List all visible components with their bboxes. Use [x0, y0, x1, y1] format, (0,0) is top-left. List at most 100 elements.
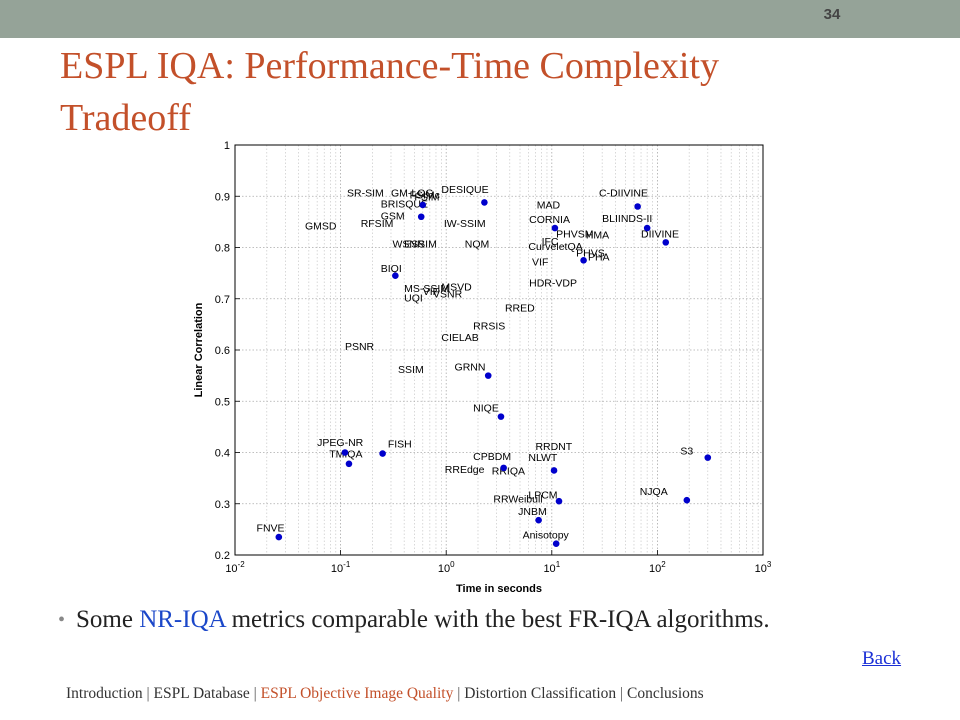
footer-item-espl-database[interactable]: ESPL Database [153, 685, 250, 702]
bullet-suffix: metrics comparable with the best FR-IQA … [225, 606, 770, 633]
y-tick-label: 0.3 [215, 499, 230, 511]
slide-title: ESPL IQA: Performance-Time Complexity Tr… [60, 45, 719, 139]
y-tick-label: 0.2 [215, 550, 230, 562]
data-point [634, 203, 641, 210]
y-tick-label: 0.8 [215, 243, 230, 255]
point-label: BLIINDS-II [602, 213, 652, 225]
point-label: MAD [537, 200, 561, 212]
point-label: RFSIM [361, 218, 394, 230]
point-label: UQI [404, 292, 423, 304]
data-point [643, 224, 651, 232]
point-label: CORNIA [529, 214, 570, 226]
point-label: WSNR [392, 239, 424, 251]
point-label: SSIM [398, 364, 424, 376]
point-label: VIF [423, 286, 439, 298]
point-label: FISH [388, 438, 412, 450]
point-label: JNBM [518, 506, 547, 518]
footer-separator: | [249, 685, 261, 702]
y-tick-label: 0.5 [215, 396, 230, 408]
data-point [535, 516, 542, 524]
y-tick-label: 0.6 [215, 345, 230, 357]
y-tick-label: 0.4 [215, 448, 230, 460]
point-label: Anisotopy [523, 530, 570, 542]
footer-item-distortion-classification[interactable]: Distortion Classification [464, 685, 617, 702]
plot-border [234, 144, 764, 556]
data-point [419, 201, 427, 209]
bullet-text: Some NR-IQA metrics comparable with the … [62, 604, 862, 636]
point-label: CIELAB [441, 332, 478, 344]
footer-item-espl-objective-image-quality[interactable]: ESPL Objective Image Quality [260, 685, 454, 702]
back-link[interactable]: Back [862, 648, 902, 669]
point-label: ESSIM [404, 239, 437, 251]
point-label: HDR-VDP [529, 277, 577, 289]
bullet-highlight: NR-IQA [139, 606, 226, 633]
data-point [379, 450, 386, 457]
data-point [417, 213, 425, 221]
y-tick-label: 0.7 [215, 294, 230, 306]
point-label: FSIMc [410, 189, 440, 201]
data-point [555, 497, 563, 505]
slide-number: 34 [823, 6, 841, 23]
data-point [550, 467, 558, 474]
data-point [345, 460, 353, 468]
point-label: CPBDM [473, 451, 511, 463]
point-label: BRISQUE [381, 199, 428, 211]
x-tick-label: 101 [543, 560, 560, 575]
data-point [552, 540, 560, 548]
point-label: GM-LOG [391, 187, 434, 199]
point-label: GRNN [455, 362, 486, 374]
point-label: IFC [542, 236, 559, 248]
footer-item-introduction[interactable]: Introduction [66, 685, 143, 702]
point-label: RRWeibull [493, 494, 542, 506]
point-label: FSIM [414, 191, 439, 203]
point-label: RRED [505, 303, 535, 315]
x-tick-label: 100 [438, 560, 455, 575]
point-label: NQM [465, 239, 490, 251]
footer-item-conclusions[interactable]: Conclusions [627, 685, 704, 702]
point-label: LPCM [528, 490, 557, 502]
point-label: BIQI [381, 263, 402, 275]
y-axis-label: Linear Correlation [193, 302, 205, 397]
bullet-point: • Some NR-IQA metrics comparable with th… [58, 604, 862, 636]
point-label: DESIQUE [441, 184, 488, 196]
point-label: NIQE [473, 403, 499, 415]
point-label: RRIQA [492, 466, 525, 478]
point-label: DIIVINE [641, 228, 679, 240]
x-tick-label: 10-2 [225, 560, 245, 575]
data-point [683, 496, 691, 504]
point-label: PSNR [345, 341, 375, 353]
x-tick-label: 103 [755, 560, 772, 575]
point-label: GMSD [305, 221, 337, 233]
data-point [662, 239, 670, 246]
data-point [481, 199, 488, 206]
bullet-prefix: Some [76, 606, 140, 633]
top-bar [0, 0, 960, 38]
point-label: RRSIS [473, 321, 505, 333]
data-point [500, 464, 507, 472]
point-label: RRDNT [535, 441, 572, 453]
point-label: VSNR [433, 289, 463, 301]
x-tick-label: 10-1 [331, 560, 351, 575]
point-label: MS-SSIM [404, 283, 449, 295]
y-tick-label: 0.9 [215, 191, 230, 203]
data-point [484, 372, 492, 379]
data-point [580, 257, 587, 264]
footer-separator: | [142, 685, 154, 702]
point-label: JPEG-NR [317, 437, 364, 449]
bullet-dot-icon: • [58, 609, 66, 631]
data-point [704, 454, 712, 461]
point-label: IW-SSIM [444, 218, 486, 230]
x-tick-label: 102 [649, 560, 666, 575]
point-label: CurveletQA [528, 241, 582, 253]
point-label: VIF [532, 256, 548, 268]
footer-separator: | [453, 685, 465, 702]
point-label: RREdge [445, 464, 485, 476]
point-label: SR-SIM [347, 187, 384, 199]
point-label: PHVSM [556, 228, 593, 240]
data-point [275, 533, 283, 541]
y-tick-label: 1 [224, 140, 230, 152]
scatter-chart: 10-2 10-1 100 101 102 103 0.2 0.3 0.4 0.5 0.6 0.7 0.… [193, 140, 772, 595]
footer-nav: Introduction | ESPL Database | ESPL Obje… [66, 685, 946, 703]
data-point [551, 224, 559, 232]
data-point [392, 272, 399, 279]
